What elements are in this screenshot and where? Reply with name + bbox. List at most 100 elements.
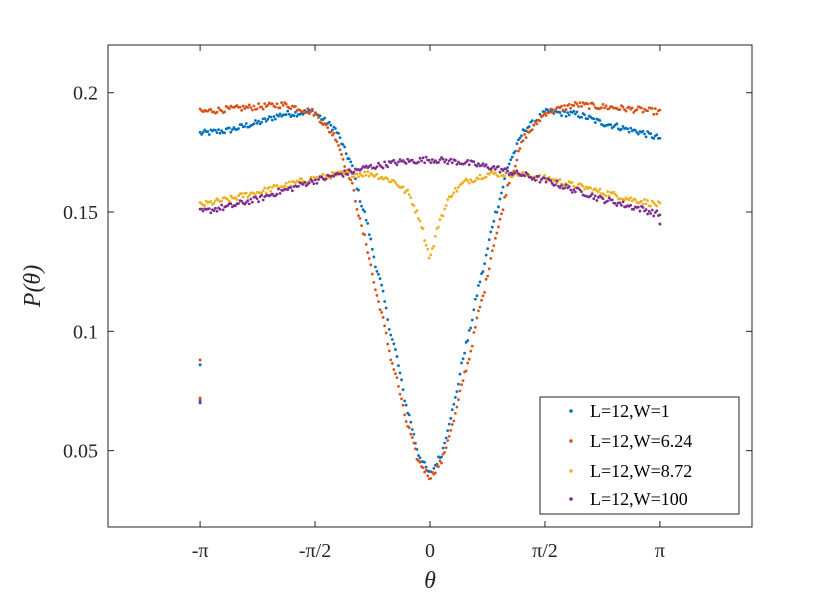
point-s3-52 [278,191,282,195]
point-s3-175 [467,163,471,167]
point-s0-187 [486,247,490,251]
point-s0-136 [407,413,411,417]
point-s3-215 [529,175,533,179]
point-s3-68 [303,180,307,184]
point-s3-178 [472,160,476,164]
point-s3-268 [610,198,614,202]
point-s3-94 [343,169,347,173]
point-s0-159 [443,441,447,445]
point-s0-67 [301,112,305,116]
point-s2-291 [646,198,649,202]
point-s3-294 [650,208,654,212]
point-s0-14 [220,129,224,133]
point-s0-238 [564,114,568,118]
point-s2-156 [438,218,442,222]
point-s0-198 [503,177,506,181]
point-s2-132 [401,185,405,189]
point-s1-216 [530,128,534,132]
point-s2-299 [658,201,662,205]
point-s2-137 [409,196,413,200]
point-s0-27 [240,123,244,126]
point-s0-203 [510,155,514,159]
point-s0-112 [370,247,374,251]
point-s1-49 [274,105,277,109]
outlier-s3-0 [198,401,202,405]
point-s1-110 [367,257,371,260]
point-s0-48 [272,115,276,118]
point-s2-198 [503,174,506,178]
point-s1-70 [306,107,310,111]
point-s0-271 [615,122,619,126]
point-s1-284 [635,108,639,111]
point-s0-279 [627,130,631,134]
point-s1-246 [577,105,580,108]
point-s0-245 [575,110,579,114]
point-s0-46 [269,115,273,119]
point-s2-41 [261,189,265,193]
point-s1-169 [458,389,462,393]
point-s3-25 [237,202,240,205]
point-s1-194 [497,225,500,229]
point-s1-235 [560,104,563,108]
point-s1-208 [518,147,522,150]
point-s3-122 [386,165,390,169]
point-s0-104 [358,200,362,203]
point-s0-248 [580,115,583,119]
point-s2-24 [235,198,239,201]
point-s1-164 [450,423,454,426]
point-s2-287 [640,199,643,203]
point-s3-299 [658,213,662,217]
point-s1-56 [284,102,288,106]
point-s1-241 [569,106,573,110]
point-s1-29 [243,107,247,111]
point-s0-283 [633,128,637,132]
point-s2-164 [450,194,454,197]
point-s0-275 [621,124,625,128]
point-s1-299 [658,108,662,112]
point-s2-108 [364,173,368,177]
point-s1-150 [429,476,433,480]
point-s0-35 [252,122,256,126]
point-s0-167 [455,390,459,394]
point-s1-134 [404,420,408,423]
point-s3-1 [200,207,204,211]
point-s1-35 [252,104,256,108]
point-s2-76 [315,175,319,179]
point-s3-6 [207,207,211,210]
point-s2-160 [444,204,448,208]
point-s2-139 [412,204,416,207]
point-s2-14 [220,199,224,203]
x-axis-label: θ [424,568,436,594]
point-s1-210 [521,139,525,143]
point-s1-54 [281,103,285,107]
point-s2-249 [581,184,585,188]
point-s0-196 [500,191,503,195]
point-s0-206 [515,142,519,146]
point-s3-115 [375,165,379,169]
point-s1-297 [655,112,659,116]
point-s3-266 [607,196,611,200]
point-s0-185 [483,262,486,266]
point-s1-76 [315,112,319,116]
point-s3-7 [209,211,213,215]
point-s3-297 [655,209,659,213]
point-s0-181 [477,284,480,287]
series-1 [198,101,662,481]
point-s3-13 [218,208,222,211]
point-s0-130 [398,371,402,375]
point-s1-87 [332,131,336,135]
point-s3-225 [544,180,548,184]
point-s0-43 [264,119,268,123]
point-s3-96 [346,173,350,176]
point-s3-262 [601,197,605,201]
point-s1-277 [624,109,628,113]
x-tick-label-1: -π/2 [299,540,331,562]
point-s3-275 [621,200,625,204]
point-s2-168 [457,185,460,189]
point-s1-122 [386,342,390,346]
point-s1-16 [223,110,227,114]
point-s1-19 [227,107,231,111]
point-s3-258 [595,199,599,202]
point-s3-57 [286,188,290,192]
